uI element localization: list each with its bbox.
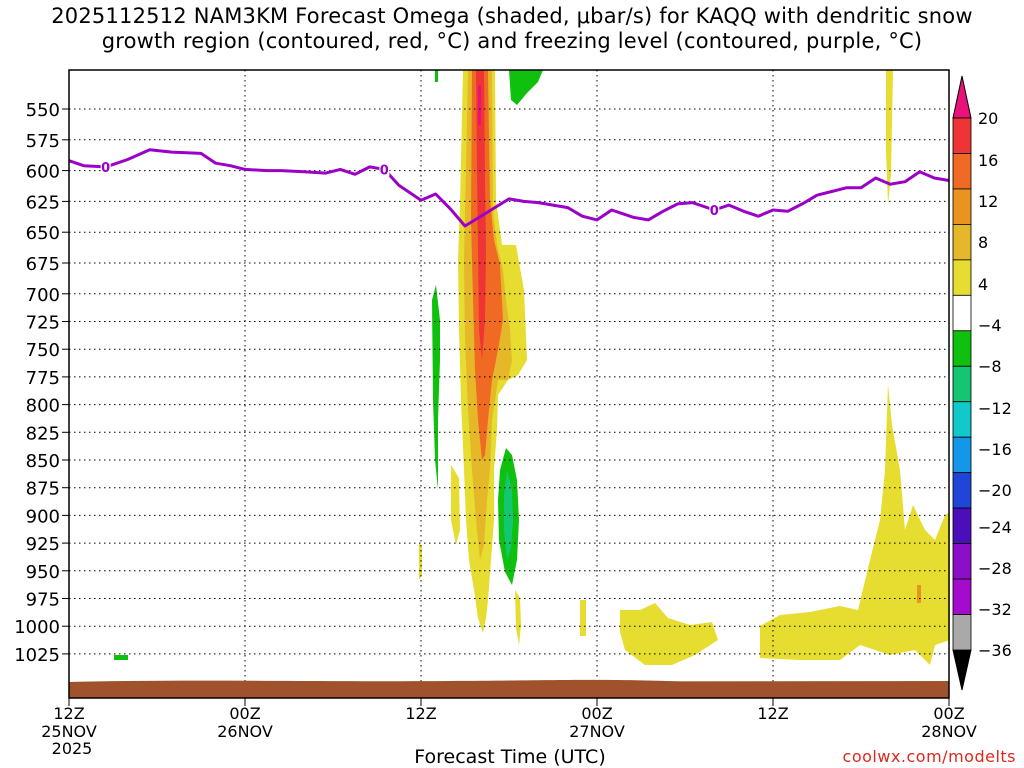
omega-positive-yellow-right: [620, 603, 718, 665]
colorbar-segment: [952, 223, 972, 261]
colorbar-label: −8: [978, 357, 1002, 376]
x-tick-time: 00Z: [581, 704, 612, 723]
colorbar-top-arrow: [952, 75, 972, 119]
colorbar-label: −20: [978, 481, 1012, 500]
colorbar-segment: [952, 153, 972, 190]
omega-positive-magenta: [478, 85, 481, 125]
colorbar-segment: [952, 472, 972, 509]
plot-border: [68, 69, 950, 699]
y-tick-label: 625: [26, 192, 60, 213]
contour-label-bg: [379, 160, 390, 177]
x-axis-title: Forecast Time (UTC): [414, 746, 606, 768]
colorbar-segment: [952, 117, 972, 154]
colorbar-label: 8: [978, 233, 988, 252]
omega-shading: [114, 70, 950, 665]
plot-frame: [68, 69, 950, 699]
y-tick-label: 725: [26, 313, 60, 334]
y-tick-label: 800: [26, 396, 60, 417]
surface-contour: [69, 679, 949, 698]
colorbar-segment: [952, 294, 972, 332]
chart-title: 2025112512 NAM3KM Forecast Omega (shaded…: [51, 4, 973, 53]
y-tick-label: 925: [26, 534, 60, 555]
colorbar-label: −32: [978, 600, 1012, 619]
omega-negative-green-small: [114, 655, 128, 660]
y-tick-label: 975: [26, 590, 60, 611]
contour-label: 0: [710, 204, 719, 219]
x-tick-time: 12Z: [757, 704, 788, 723]
colorbar-label: 20: [978, 109, 998, 128]
colorbar-segment: [952, 401, 972, 438]
colorbar-segment: [952, 543, 972, 580]
omega-positive-yellow-streak: [886, 70, 893, 205]
colorbar-label: −16: [978, 440, 1012, 459]
omega-positive-yellow-right2: [760, 384, 950, 665]
y-tick-label: 775: [26, 368, 60, 389]
colorbar-segment: [952, 188, 972, 225]
colorbar-bottom-arrow: [952, 649, 972, 691]
omega-negative-green-dot: [435, 70, 438, 82]
x-tick-time: 00Z: [933, 704, 964, 723]
y-tick-label: 850: [26, 451, 60, 472]
omega-positive-yellow-dot2: [580, 600, 586, 636]
y-tick-label: 875: [26, 479, 60, 500]
y-tick-label: 825: [26, 423, 60, 444]
colorbar-label: 4: [978, 275, 988, 294]
colorbar-label: 12: [978, 192, 998, 211]
freezing-level-line: [68, 148, 950, 228]
contour-label: 0: [101, 161, 110, 176]
x-tick-time: 12Z: [405, 704, 436, 723]
colorbar-segment: [952, 330, 972, 367]
omega-negative-teal: [504, 470, 513, 560]
y-tick-label: 675: [26, 254, 60, 275]
y-tick-label: 575: [26, 131, 60, 152]
colorbar-label: 16: [978, 151, 998, 170]
x-tick-date: 26NOV: [217, 722, 273, 741]
y-tick-label: 1000: [14, 617, 60, 638]
x-tick-date: 25NOV: [41, 722, 97, 741]
y-tick-label: 600: [26, 162, 60, 183]
omega-positive-yellow-low2: [515, 590, 521, 645]
contour-label: 0: [380, 163, 389, 178]
y-tick-label: 950: [26, 562, 60, 583]
colorbar: 20 16 12 8 4 −4 −8 −12 −16 −20 −24 −28 −32 −36: [952, 75, 1012, 691]
omega-positive-orange-speck: [917, 585, 921, 603]
y-tick-label: 1025: [14, 645, 60, 666]
omega-negative-green-left: [432, 285, 440, 490]
omega-positive-yellow-low: [451, 465, 460, 545]
colorbar-segment: [952, 365, 972, 403]
x-tick-time: 12Z: [53, 704, 84, 723]
omega-negative-green-top: [509, 70, 543, 105]
x-tick-date: 27NOV: [569, 722, 625, 741]
y-tick-label: 900: [26, 506, 60, 527]
x-tick-date: 28NOV: [921, 722, 977, 741]
x-axis-year-label: 2025: [51, 739, 93, 758]
colorbar-label: −4: [978, 316, 1002, 335]
colorbar-segment: [952, 578, 972, 615]
grid-lines: [69, 70, 949, 698]
colorbar-label: −36: [978, 641, 1012, 660]
y-tick-label: 550: [26, 100, 60, 121]
colorbar-segment: [952, 507, 972, 544]
colorbar-segment: [952, 614, 972, 651]
contour-label-bg: [709, 201, 720, 218]
freezing-level-contour: 0 0 0: [68, 148, 950, 228]
credit-link[interactable]: coolwx.com/modelts: [842, 747, 1016, 766]
colorbar-segment: [952, 259, 972, 296]
y-tick-label: 750: [26, 340, 60, 361]
surface-terrain: [69, 679, 949, 698]
y-tick-label: 700: [26, 285, 60, 306]
colorbar-label: −28: [978, 559, 1012, 578]
colorbar-label: −24: [978, 518, 1012, 537]
colorbar-segment: [952, 436, 972, 474]
x-tick-time: 00Z: [229, 704, 260, 723]
y-axis-ticks: 550 575 600 625 650 675 700 725 750 775 800 825 850 8…: [14, 100, 69, 666]
y-tick-label: 650: [26, 223, 60, 244]
colorbar-label: −12: [978, 399, 1012, 418]
contour-label-bg: [100, 157, 111, 174]
